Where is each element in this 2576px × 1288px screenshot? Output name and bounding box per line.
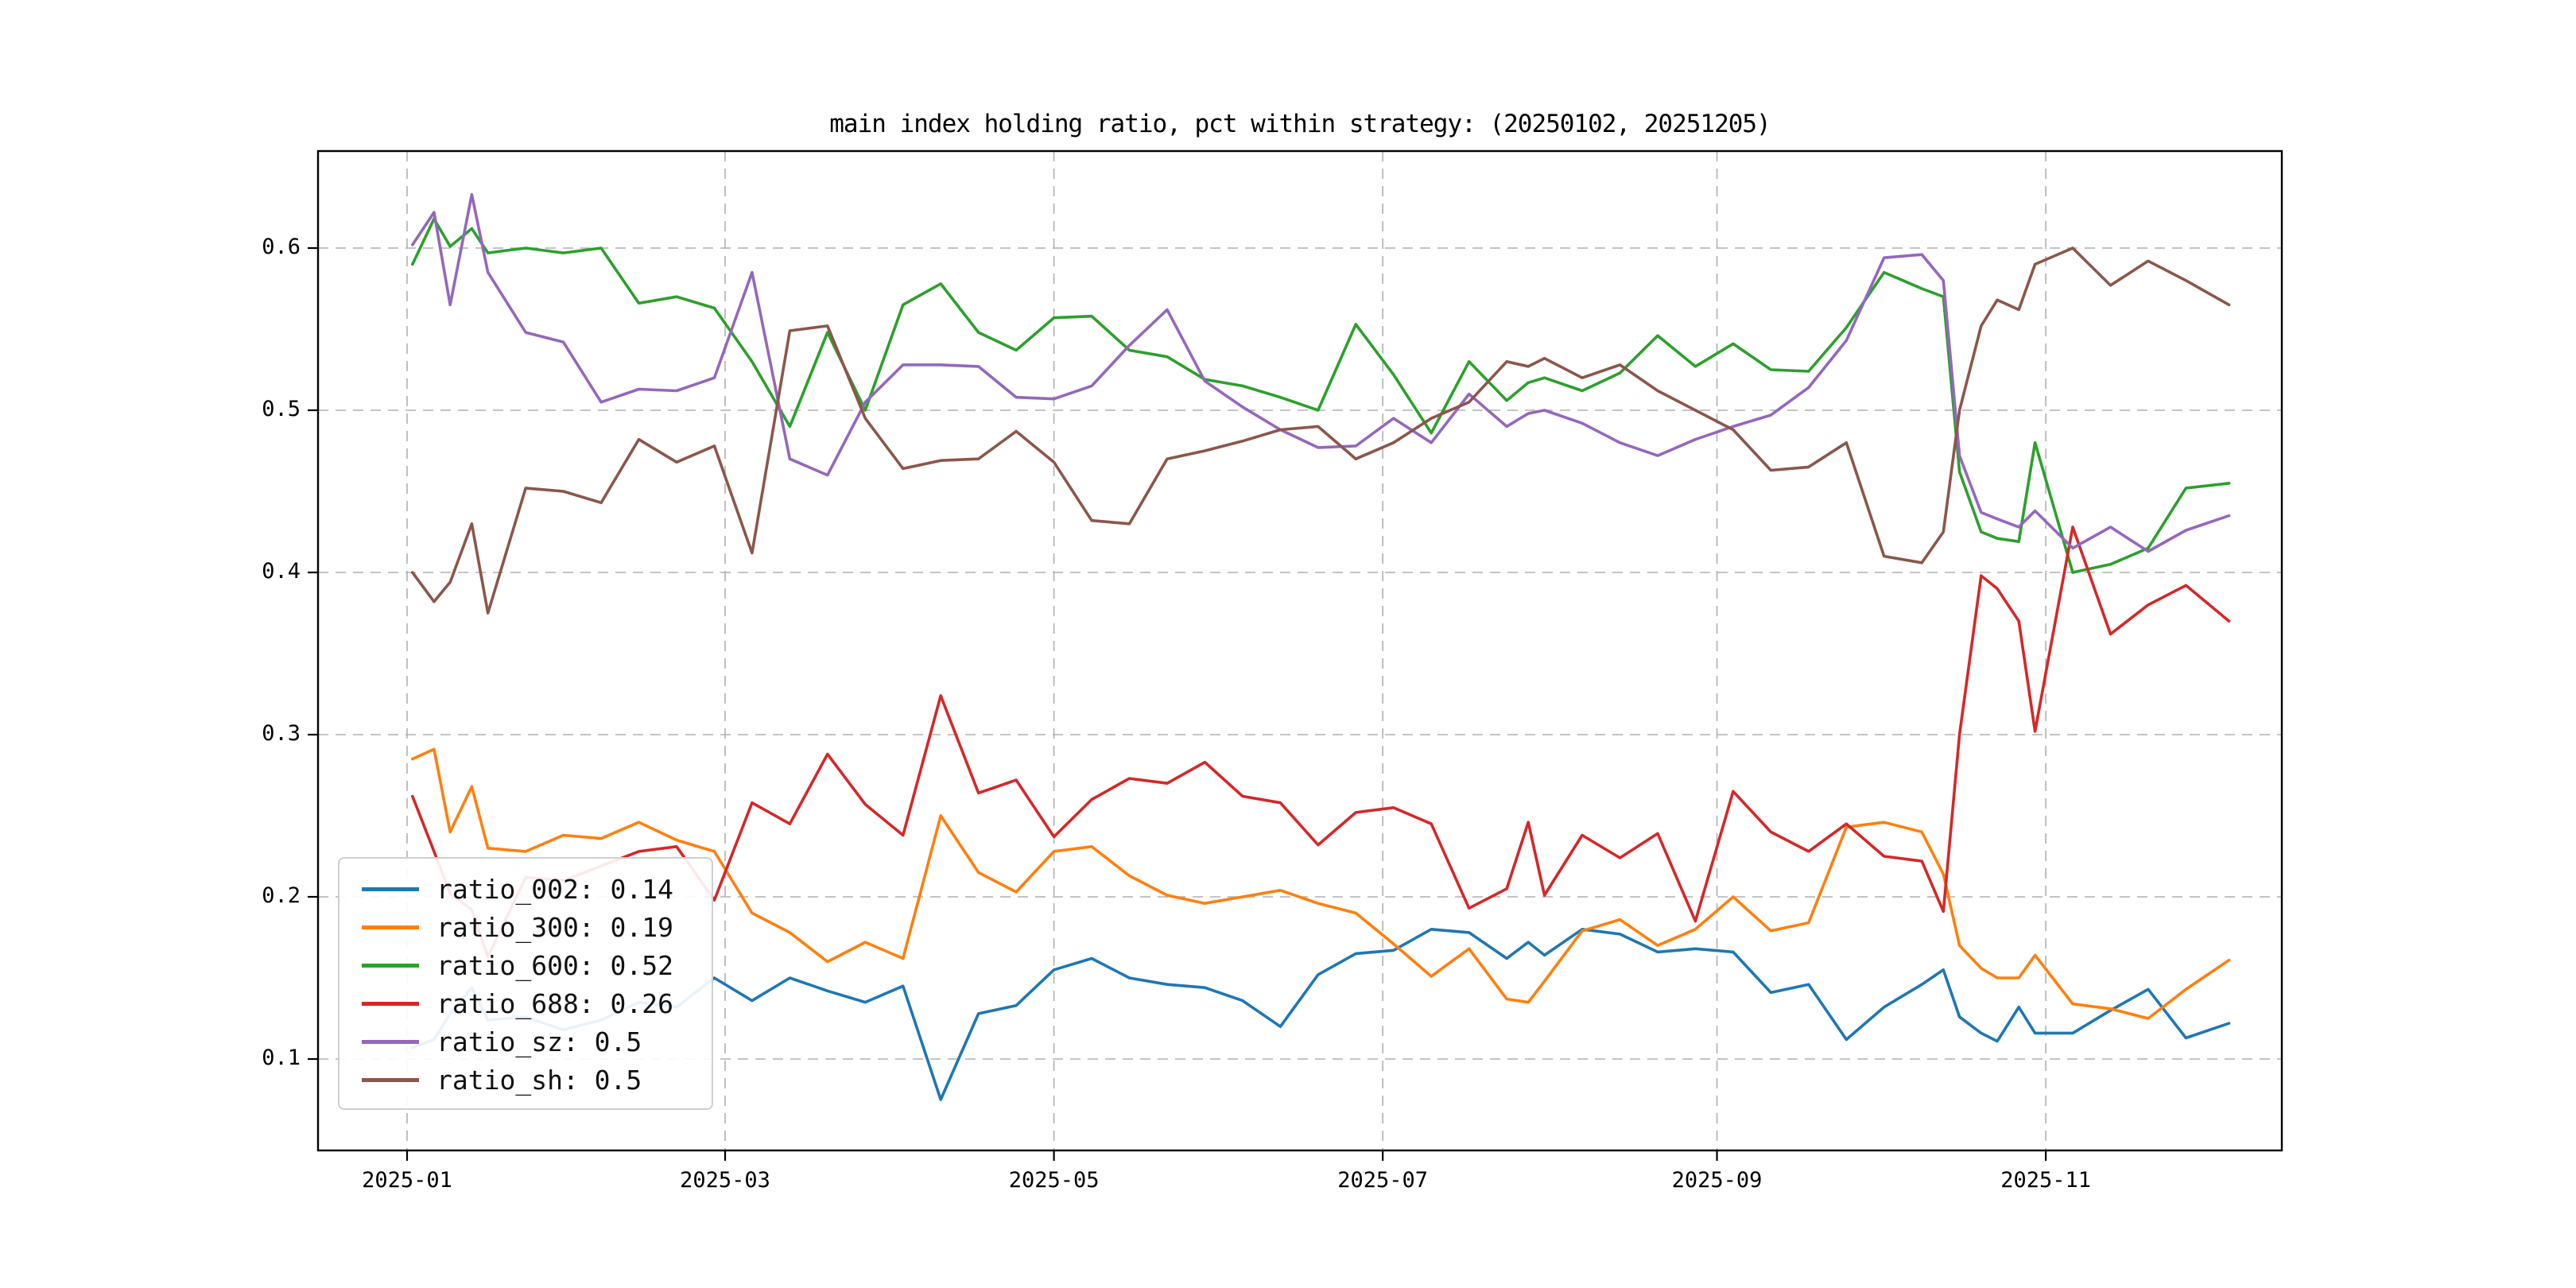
legend-swatch-ratio_300: [362, 925, 419, 929]
legend-label-ratio_688: ratio_688: 0.26: [436, 987, 674, 1019]
xtick-label-2025-01: 2025-01: [362, 1168, 452, 1193]
series-ratio_600: [410, 217, 2231, 574]
xtick-label-2025-09: 2025-09: [1671, 1168, 1763, 1193]
series-ratio_300: [410, 747, 2231, 1020]
series-line-ratio_sh: [410, 246, 2231, 615]
series-ratio_688: [410, 526, 2231, 959]
legend-item-ratio_600: ratio_600: 0.52: [362, 946, 712, 984]
ytick-label-0.2: 0.2: [262, 883, 301, 908]
xtick-label-2025-11: 2025-11: [2000, 1168, 2091, 1193]
axes-frame: [316, 149, 2283, 1152]
legend-item-ratio_sz: ratio_sz: 0.5: [362, 1022, 712, 1061]
legend-item-ratio_300: ratio_300: 0.19: [362, 908, 712, 946]
chart-title: main index holding ratio, pct within str…: [829, 110, 1771, 138]
ytick-label-0.6: 0.6: [262, 235, 301, 259]
ytick-label-0.4: 0.4: [262, 559, 301, 584]
xtick-label-2025-07: 2025-07: [1337, 1168, 1429, 1193]
legend-swatch-ratio_600: [362, 963, 419, 968]
series-ratio_sz: [410, 192, 2231, 553]
legend-swatch-ratio_sz: [362, 1039, 419, 1044]
legend-label-ratio_sz: ratio_sz: 0.5: [436, 1026, 642, 1057]
legend-label-ratio_600: ratio_600: 0.52: [436, 949, 674, 981]
series-line-ratio_sz: [410, 192, 2231, 553]
legend-label-ratio_300: ratio_300: 0.19: [436, 911, 674, 943]
legend-swatch-ratio_002: [362, 886, 419, 891]
legend-item-ratio_sh: ratio_sh: 0.5: [362, 1061, 712, 1099]
series-line-ratio_600: [410, 217, 2231, 574]
legend-label-ratio_002: ratio_002: 0.14: [436, 873, 674, 905]
ytick-label-0.5: 0.5: [262, 397, 301, 421]
series-line-ratio_300: [410, 747, 2231, 1020]
tick-marks: [308, 246, 2047, 1161]
ytick-label-0.3: 0.3: [262, 721, 301, 746]
ytick-label-0.1: 0.1: [262, 1046, 301, 1070]
xtick-label-2025-05: 2025-05: [1008, 1168, 1100, 1193]
legend-swatch-ratio_688: [362, 1001, 419, 1006]
legend-item-ratio_688: ratio_688: 0.26: [362, 984, 712, 1022]
xtick-label-2025-03: 2025-03: [680, 1168, 770, 1193]
legend-swatch-ratio_sh: [362, 1077, 419, 1082]
legend-item-ratio_002: ratio_002: 0.14: [362, 870, 712, 908]
series-ratio_sh: [410, 246, 2231, 615]
series-line-ratio_688: [410, 526, 2231, 959]
legend: ratio_002: 0.14 ratio_300: 0.19 ratio_600:…: [338, 857, 713, 1110]
legend-label-ratio_sh: ratio_sh: 0.5: [436, 1064, 642, 1096]
